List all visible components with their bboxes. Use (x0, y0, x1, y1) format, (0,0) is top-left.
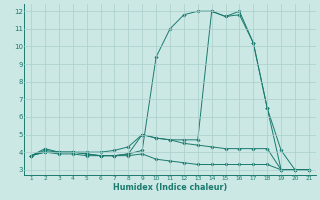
X-axis label: Humidex (Indice chaleur): Humidex (Indice chaleur) (113, 183, 227, 192)
